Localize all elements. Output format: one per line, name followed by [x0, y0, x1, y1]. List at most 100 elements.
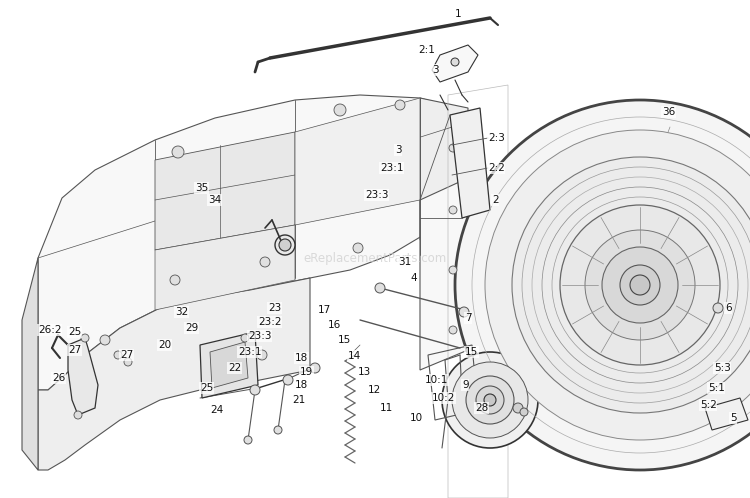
Polygon shape	[68, 338, 98, 415]
Polygon shape	[432, 45, 478, 82]
Text: 19: 19	[300, 367, 313, 377]
Circle shape	[81, 334, 89, 342]
Circle shape	[250, 385, 260, 395]
Circle shape	[257, 350, 267, 360]
Text: 11: 11	[380, 403, 393, 413]
Circle shape	[75, 365, 85, 375]
Text: 2:3: 2:3	[488, 133, 505, 143]
Circle shape	[124, 358, 132, 366]
Text: 2:1: 2:1	[418, 45, 435, 55]
Text: 35: 35	[195, 183, 208, 193]
Text: 9: 9	[462, 380, 469, 390]
Circle shape	[274, 426, 282, 434]
Circle shape	[455, 100, 750, 470]
Polygon shape	[295, 98, 420, 225]
Text: 13: 13	[358, 367, 371, 377]
Text: 22: 22	[228, 363, 242, 373]
Circle shape	[310, 363, 320, 373]
Circle shape	[170, 275, 180, 285]
Text: 27: 27	[120, 350, 134, 360]
Circle shape	[512, 157, 750, 413]
Text: 18: 18	[295, 353, 308, 363]
Text: 4: 4	[410, 273, 417, 283]
Circle shape	[484, 394, 496, 406]
Circle shape	[713, 303, 723, 313]
Text: 14: 14	[348, 351, 361, 361]
Circle shape	[74, 411, 82, 419]
Text: 23: 23	[268, 303, 281, 313]
Text: 6: 6	[725, 303, 731, 313]
Circle shape	[513, 403, 523, 413]
Circle shape	[172, 146, 184, 158]
Polygon shape	[38, 95, 468, 390]
Text: 23:2: 23:2	[258, 317, 281, 327]
Circle shape	[283, 375, 293, 385]
Circle shape	[241, 334, 249, 342]
Circle shape	[449, 326, 457, 334]
Text: 21: 21	[292, 395, 305, 405]
Circle shape	[449, 266, 457, 274]
Text: 29: 29	[185, 323, 198, 333]
Circle shape	[620, 265, 660, 305]
Text: 10:1: 10:1	[425, 375, 448, 385]
Text: 2:2: 2:2	[488, 163, 505, 173]
Text: 10: 10	[410, 413, 423, 423]
Text: 34: 34	[208, 195, 221, 205]
Text: 23:1: 23:1	[380, 163, 404, 173]
Text: 26:2: 26:2	[38, 325, 62, 335]
Polygon shape	[450, 108, 490, 218]
Circle shape	[466, 376, 514, 424]
Text: 18: 18	[295, 380, 308, 390]
Text: 15: 15	[465, 347, 478, 357]
Circle shape	[114, 351, 122, 359]
Text: 28: 28	[475, 403, 488, 413]
Polygon shape	[155, 225, 295, 310]
Text: 2: 2	[492, 195, 499, 205]
Text: 23:3: 23:3	[365, 190, 388, 200]
Text: 7: 7	[465, 313, 472, 323]
Circle shape	[260, 257, 270, 267]
Polygon shape	[705, 398, 748, 430]
Text: 16: 16	[328, 320, 341, 330]
Circle shape	[560, 205, 720, 365]
Circle shape	[442, 352, 538, 448]
Circle shape	[602, 247, 678, 323]
Text: 5: 5	[730, 413, 736, 423]
Circle shape	[275, 235, 295, 255]
Text: 20: 20	[158, 340, 171, 350]
Text: 15: 15	[338, 335, 351, 345]
Circle shape	[395, 100, 405, 110]
Circle shape	[630, 275, 650, 295]
Polygon shape	[200, 332, 258, 398]
Circle shape	[451, 58, 459, 66]
Text: 25: 25	[68, 327, 81, 337]
Polygon shape	[22, 258, 38, 470]
Text: 25: 25	[200, 383, 213, 393]
Polygon shape	[210, 342, 248, 388]
Circle shape	[375, 283, 385, 293]
Text: 3: 3	[432, 65, 439, 75]
Text: 5:2: 5:2	[700, 400, 717, 410]
Polygon shape	[420, 98, 468, 240]
Text: 1: 1	[455, 9, 461, 19]
Text: 3: 3	[395, 145, 402, 155]
Text: 5:3: 5:3	[714, 363, 730, 373]
Circle shape	[244, 436, 252, 444]
Polygon shape	[38, 278, 310, 470]
Circle shape	[100, 335, 110, 345]
Text: 24: 24	[210, 405, 224, 415]
Circle shape	[452, 362, 528, 438]
Circle shape	[520, 408, 528, 416]
Text: 26: 26	[52, 373, 65, 383]
Circle shape	[449, 206, 457, 214]
Circle shape	[459, 307, 469, 317]
Text: 32: 32	[175, 307, 188, 317]
Polygon shape	[155, 132, 295, 250]
Circle shape	[334, 104, 346, 116]
Text: 27: 27	[68, 345, 81, 355]
Text: eReplacementParts.com: eReplacementParts.com	[303, 251, 447, 264]
Text: 10:2: 10:2	[432, 393, 455, 403]
Text: 17: 17	[318, 305, 332, 315]
Circle shape	[449, 144, 457, 152]
Text: 23:1: 23:1	[238, 347, 262, 357]
